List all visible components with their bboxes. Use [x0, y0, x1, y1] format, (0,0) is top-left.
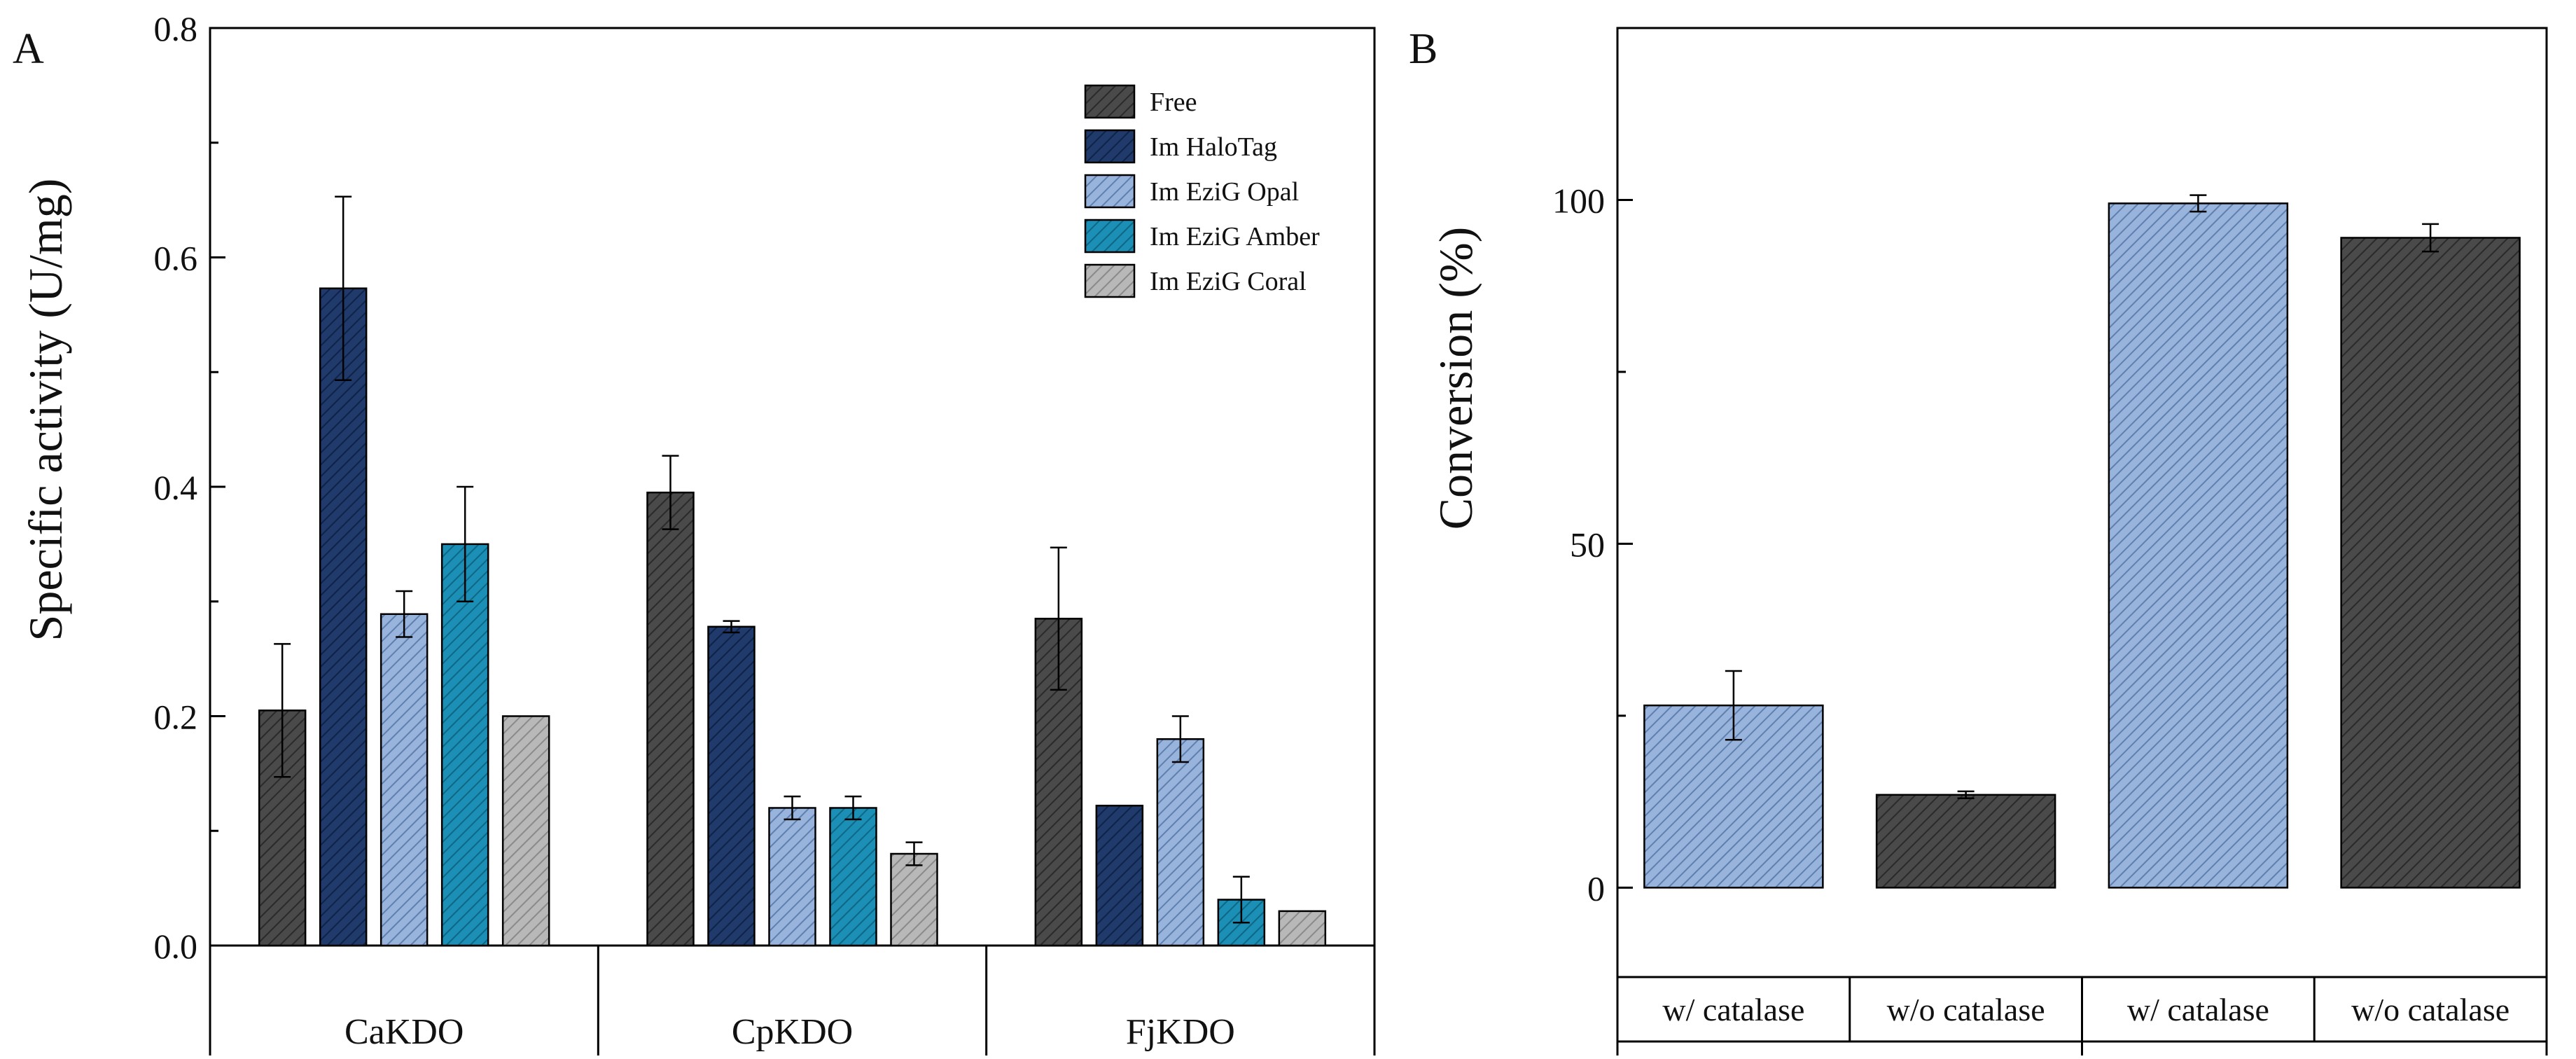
panel-a-legend-label: Im EziG Coral: [1150, 267, 1307, 296]
panel-b-bar: [2340, 237, 2521, 889]
panel-a-ytick-label: 0.8: [154, 9, 198, 48]
panel-b-category-label: w/ catalase: [2127, 992, 2269, 1027]
panel-a-category-label: FjKDO: [1126, 1012, 1235, 1052]
panel-a-legend-swatch: [1084, 84, 1136, 119]
panel-a-bar: [440, 543, 489, 947]
panel-b-chart: 0 50 100 w/ catalase w/o catalase w/ catalase…: [1552, 27, 2548, 1059]
panel-a-legend-swatch: [1084, 219, 1136, 254]
panel-a-legend: Free Im HaloTag Im EziG Opal Im EziG Amber I…: [1084, 84, 1320, 298]
panel-b-ytick-label: 100: [1552, 181, 1605, 220]
panel-a-category-label: CpKDO: [732, 1012, 853, 1052]
panel-a-bar: [890, 852, 938, 947]
panel-b-category-label: w/ catalase: [1662, 992, 1804, 1027]
panel-a-ytick-label: 0.2: [154, 698, 198, 737]
panel-b-label: B: [1409, 25, 1437, 73]
panel-b-ytick-label: 0: [1587, 868, 1605, 908]
panel-a-bar: [768, 807, 816, 947]
panel-a-legend-label: Free: [1150, 88, 1197, 117]
panel-b-category-label: w/o catalase: [2351, 992, 2509, 1027]
panel-a-ytick-label: 0.0: [154, 927, 198, 966]
panel-a-legend-swatch: [1084, 129, 1136, 164]
panel-b-bar: [1875, 794, 2056, 889]
panel-a-bar: [380, 613, 429, 947]
panel-a-bar: [1095, 804, 1144, 947]
panel-a-chart: 0.0 0.2 0.4 0.6 0.8 CaKDO CpKDO FjKDO: [154, 9, 1376, 1059]
panel-b-ylabel: Conversion (%): [1429, 227, 1482, 530]
panel-a-bar: [319, 287, 368, 947]
panel-a-legend-label: Im EziG Opal: [1150, 177, 1299, 207]
panel-a-legend-swatch: [1084, 174, 1136, 209]
panel-b-bar: [2108, 202, 2289, 889]
panel-b-ytick-label: 50: [1570, 525, 1605, 564]
panel-a-legend-label: Im EziG Amber: [1150, 222, 1320, 251]
panel-a-bar: [1278, 910, 1327, 947]
panel-a-bar: [707, 625, 756, 947]
panel-a-legend-label: Im HaloTag: [1150, 132, 1277, 162]
panel-a-bar: [646, 491, 695, 947]
panel-b-category-label: w/o catalase: [1887, 992, 2045, 1027]
panel-a-category-label: CaKDO: [344, 1012, 464, 1052]
panel-a-ylabel: Specific activity (U/mg): [19, 179, 72, 642]
panel-a-ytick-label: 0.6: [154, 239, 198, 278]
panel-a-bar: [1156, 738, 1205, 947]
panel-a-ytick-label: 0.4: [154, 468, 198, 507]
panel-a-label: A: [13, 25, 44, 73]
panel-a-legend-swatch: [1084, 263, 1136, 298]
panel-a-bar: [829, 807, 877, 947]
panel-b-plot-frame: [1616, 27, 2548, 1059]
panel-a-bar: [501, 715, 550, 947]
